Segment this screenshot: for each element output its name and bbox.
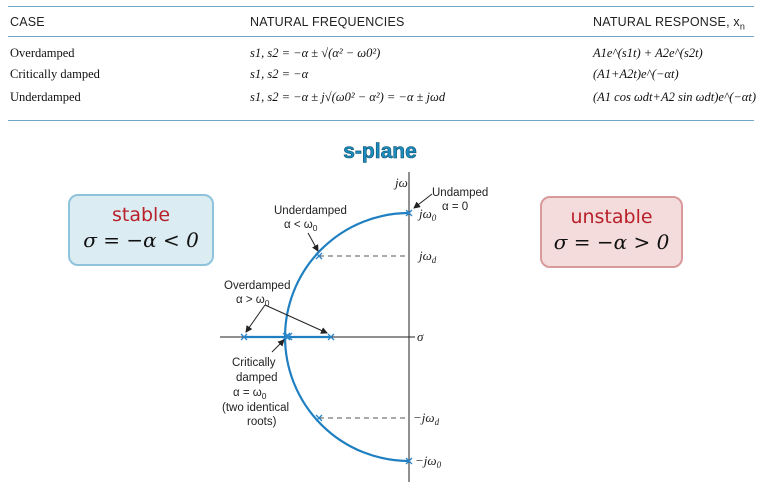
root-overdamped-left <box>240 333 248 341</box>
row-underdamped-freq: s1, s2 = −α ± j√(ω0² − α²) = −α ± jωd <box>250 90 446 104</box>
root-undamped-bottom <box>405 457 413 465</box>
tick-mjwd: −jωd <box>413 410 440 427</box>
svg-text:α > ω0: α > ω0 <box>236 294 270 308</box>
tick-jwd: jωd <box>417 248 437 265</box>
row-critical-freq: s1, s2 = −α <box>250 67 309 81</box>
svg-text:roots): roots) <box>247 416 277 428</box>
root-undamped-top <box>405 209 413 217</box>
unstable-equation: σ = −α > 0 <box>553 230 670 254</box>
stable-equation: σ = −α < 0 <box>83 228 199 252</box>
row-overdamped-resp: A1e^(s1t) + A2e^(s2t) <box>593 46 703 60</box>
annotation-underdamped: Underdamped α < ω0 <box>274 205 347 233</box>
imag-axis-label: jω <box>393 175 408 190</box>
table-header-rule <box>8 36 754 37</box>
header-case: CASE <box>10 15 45 29</box>
root-underdamped-top <box>315 252 323 260</box>
unstable-box: unstable σ = −α > 0 <box>540 196 683 268</box>
root-overdamped-right <box>327 333 335 341</box>
svg-text:Critically: Critically <box>232 357 276 369</box>
s-plane-title: s-plane <box>343 140 417 164</box>
row-overdamped-case: Overdamped <box>10 46 75 60</box>
stable-box: stable σ = −α < 0 <box>68 194 214 266</box>
row-critical-case: Critically damped <box>10 67 100 81</box>
row-critical-resp: (A1+A2t)e^(−αt) <box>593 67 679 81</box>
annotation-undamped: Undamped α = 0 <box>432 187 488 213</box>
row-underdamped-resp: (A1 cos ωdt+A2 sin ωdt)e^(−αt) <box>593 90 756 104</box>
header-response: NATURAL RESPONSE, xn <box>593 15 746 32</box>
table-bottom-rule <box>8 120 754 121</box>
tick-jw0: jω0 <box>417 206 437 223</box>
row-overdamped-freq: s1, s2 = −α ± √(α² − ω0²) <box>250 46 381 60</box>
annotation-critically-damped: Critically damped α = ω0 (two identical … <box>222 357 289 428</box>
svg-text:damped: damped <box>236 372 278 384</box>
table-top-rule <box>8 6 754 7</box>
svg-text:Undamped: Undamped <box>432 187 488 199</box>
svg-text:α = ω0: α = ω0 <box>233 387 267 401</box>
root-markers <box>240 209 413 465</box>
real-axis-label: σ <box>417 329 424 344</box>
root-critical-double <box>282 332 293 341</box>
stable-label: stable <box>111 204 171 226</box>
tick-mjw0: −jω0 <box>415 453 442 470</box>
svg-text:α < ω0: α < ω0 <box>284 219 318 233</box>
svg-text:(two identical: (two identical <box>222 402 289 414</box>
row-underdamped-case: Underdamped <box>10 90 81 104</box>
svg-text:Underdamped: Underdamped <box>274 205 347 217</box>
root-underdamped-bottom <box>315 414 323 422</box>
svg-text:Overdamped: Overdamped <box>224 280 290 292</box>
header-frequencies: NATURAL FREQUENCIES <box>250 15 405 29</box>
unstable-label: unstable <box>570 206 653 228</box>
annotation-overdamped: Overdamped α > ω0 <box>224 280 290 308</box>
svg-text:α = 0: α = 0 <box>442 201 468 213</box>
